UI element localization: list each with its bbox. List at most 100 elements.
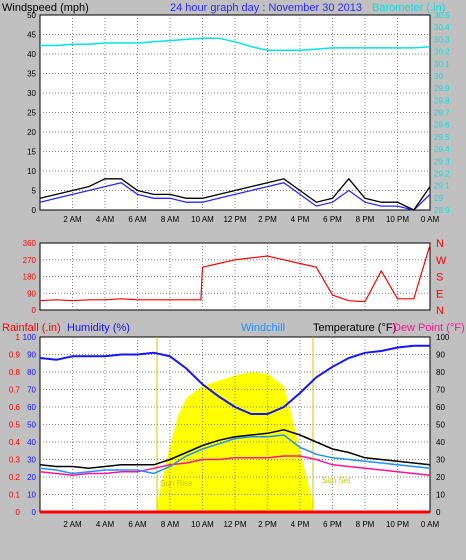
x-tick-label: 0 AM <box>421 215 440 224</box>
y-tick-label: 5 <box>32 187 37 196</box>
direction-compass-label: N <box>436 305 444 317</box>
y-tick-label: 29.1 <box>434 182 450 191</box>
y-tick-label: 50 <box>27 11 36 20</box>
direction-line <box>39 244 431 303</box>
x-tick-label: 8 PM <box>356 520 375 529</box>
y-tick-label: 29.2 <box>434 169 450 178</box>
x-tick-label: 6 AM <box>128 520 147 529</box>
direction-compass-label: E <box>436 288 443 300</box>
windchill-line <box>39 434 431 475</box>
sun-rise-label: Sun Rise <box>160 479 193 488</box>
x-tick-label: 0 AM <box>421 520 440 529</box>
rain-tick-label: 0.5 <box>9 421 21 430</box>
y-tick-label: 10 <box>436 491 445 500</box>
x-tick-label: 4 AM <box>96 520 115 529</box>
y-tick-label: 30.5 <box>434 11 450 20</box>
y-tick-label: 40 <box>27 50 36 59</box>
y-tick-label: 90 <box>27 289 36 298</box>
dewpoint-line <box>39 455 431 477</box>
y-tick-label: 90 <box>27 351 36 360</box>
y-tick-label: 0 <box>32 206 37 215</box>
y-tick-label: 50 <box>436 421 445 430</box>
y-tick-label: 100 <box>436 333 450 342</box>
rain-tick-label: 0.9 <box>9 351 21 360</box>
windspeed-line <box>39 177 431 211</box>
temperature-axis-label: Temperature (°F) <box>313 322 396 334</box>
x-tick-label: 4 AM <box>96 215 115 224</box>
y-tick-label: 30.1 <box>434 60 450 69</box>
windchill-legend-label: Windchill <box>241 322 285 334</box>
rain-tick-label: 1 <box>16 333 21 342</box>
y-tick-label: 35 <box>27 70 36 79</box>
y-tick-label: 45 <box>27 31 36 40</box>
rain-tick-label: 0.2 <box>9 473 21 482</box>
x-tick-label: 10 PM <box>386 215 409 224</box>
x-tick-label: 2 AM <box>63 520 82 529</box>
y-tick-label: 0 <box>32 508 37 517</box>
y-tick-label: 0 <box>32 306 37 315</box>
windspeed-axis-label: Windspeed (mph) <box>2 2 89 14</box>
y-tick-label: 30.3 <box>434 35 450 44</box>
y-tick-label: 30 <box>434 72 443 81</box>
x-tick-label: 8 PM <box>356 215 375 224</box>
x-tick-label: 12 PM <box>223 520 246 529</box>
y-tick-label: 29.6 <box>434 121 450 130</box>
x-tick-label: 10 AM <box>191 520 214 529</box>
rain-tick-label: 0.8 <box>9 368 21 377</box>
y-tick-label: 29.4 <box>434 145 450 154</box>
y-tick-label: 100 <box>23 333 37 342</box>
y-tick-label: 20 <box>27 473 36 482</box>
x-tick-label: 6 PM <box>323 520 342 529</box>
y-tick-label: 30.2 <box>434 48 450 57</box>
barometer-axis-label: Barometer (.in) <box>372 2 445 14</box>
y-tick-label: 70 <box>436 386 445 395</box>
x-tick-label: 4 PM <box>291 520 310 529</box>
y-tick-label: 28.9 <box>434 206 450 215</box>
gust-line <box>39 181 431 211</box>
y-tick-label: 40 <box>436 438 445 447</box>
rain-tick-label: 0.1 <box>9 491 21 500</box>
rain-tick-label: 0.3 <box>9 456 21 465</box>
y-tick-label: 15 <box>27 148 36 157</box>
y-tick-label: 60 <box>436 403 445 412</box>
x-tick-label: 2 AM <box>63 215 82 224</box>
y-tick-label: 29.3 <box>434 157 450 166</box>
direction-compass-label: S <box>436 272 443 284</box>
x-tick-label: 6 AM <box>128 215 147 224</box>
y-tick-label: 29.8 <box>434 96 450 105</box>
y-tick-label: 270 <box>23 256 37 265</box>
y-tick-label: 60 <box>27 403 36 412</box>
humidity-axis-label: Humidity (%) <box>67 322 130 334</box>
humidity-line <box>39 344 430 415</box>
y-tick-label: 180 <box>23 273 37 282</box>
rain-tick-label: 0 <box>16 508 21 517</box>
direction-compass-label: W <box>436 255 447 267</box>
temperature-line <box>39 429 431 470</box>
sun-set-label: Sun Set <box>322 476 351 485</box>
x-tick-label: 10 PM <box>386 520 409 529</box>
rain-tick-label: 0.6 <box>9 403 21 412</box>
y-tick-label: 29 <box>434 194 443 203</box>
y-tick-label: 30 <box>436 456 445 465</box>
y-tick-label: 29.7 <box>434 109 450 118</box>
y-tick-label: 80 <box>27 368 36 377</box>
rain-tick-label: 0.7 <box>9 386 21 395</box>
x-tick-label: 12 PM <box>223 215 246 224</box>
y-tick-label: 70 <box>27 386 36 395</box>
x-tick-label: 2 PM <box>258 520 277 529</box>
y-tick-label: 30.4 <box>434 23 450 32</box>
chart-title: 24 hour graph day : November 30 2013 <box>170 2 362 14</box>
y-tick-label: 10 <box>27 167 36 176</box>
y-tick-label: 29.9 <box>434 84 450 93</box>
y-tick-label: 29.5 <box>434 133 450 142</box>
x-tick-label: 10 AM <box>191 215 214 224</box>
x-tick-label: 2 PM <box>258 215 277 224</box>
y-tick-label: 20 <box>27 128 36 137</box>
x-tick-label: 8 AM <box>161 215 180 224</box>
rainfall-axis-label: Rainfall (.in) <box>2 322 61 334</box>
y-tick-label: 0 <box>436 508 441 517</box>
direction-compass-label: N <box>436 238 444 250</box>
y-tick-label: 40 <box>27 438 36 447</box>
